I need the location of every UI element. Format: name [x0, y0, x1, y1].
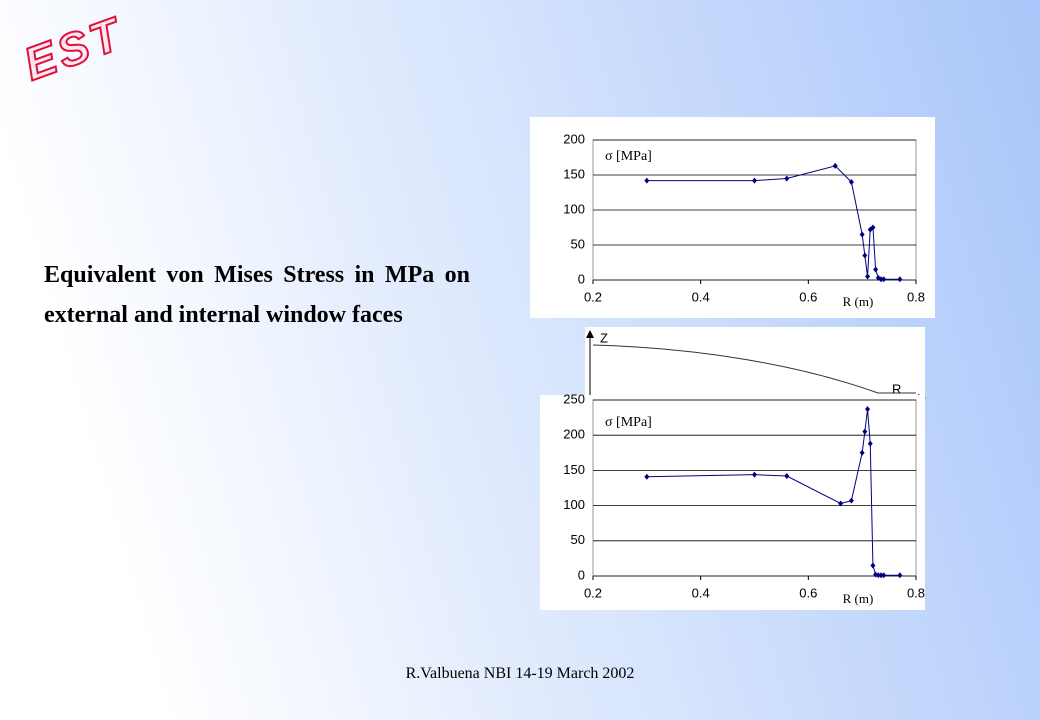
- data-point: [862, 428, 868, 435]
- data-point: [881, 276, 887, 283]
- data-point: [865, 273, 871, 280]
- data-point: [644, 473, 650, 480]
- data-point: [865, 406, 871, 413]
- x-tick-label: 0.6: [799, 289, 817, 304]
- x-axis-label: R (m): [843, 591, 874, 606]
- data-point: [897, 572, 903, 579]
- data-point: [870, 224, 876, 231]
- y-axis-label: σ [MPa]: [605, 415, 652, 430]
- data-point: [859, 449, 865, 456]
- x-tick-label: 0.2: [584, 289, 602, 304]
- y-label-bg: [597, 146, 675, 168]
- data-point: [752, 177, 757, 184]
- data-point: [848, 179, 854, 185]
- y-tick-label: 200: [563, 131, 585, 146]
- y-tick-label: 50: [571, 532, 585, 547]
- y-tick-label: 200: [563, 427, 585, 442]
- data-point: [752, 471, 757, 478]
- y-tick-label: 50: [571, 236, 585, 251]
- x-tick-label: 0.4: [692, 289, 710, 304]
- z-arrow: [586, 330, 594, 338]
- y-tick-label: 100: [563, 201, 585, 216]
- data-point: [832, 162, 838, 169]
- x-tick-label: 0.6: [799, 585, 817, 600]
- chart-top: 0 50 100 150 200 0.2 0.4 0.6 0.8 σ [MPa] R (m): [530, 117, 935, 318]
- data-point: [784, 175, 790, 182]
- x-axis-label: R (m): [843, 294, 874, 309]
- data-point: [784, 473, 790, 480]
- y-tick-label: 250: [563, 391, 585, 406]
- data-point: [878, 572, 884, 579]
- y-tick-label: 150: [563, 462, 585, 477]
- z-label: Z: [600, 330, 608, 345]
- x-tick-label: 0.2: [584, 585, 602, 600]
- profile-curve: [592, 344, 916, 394]
- y-tick-label: 150: [563, 166, 585, 181]
- data-point: [848, 497, 854, 504]
- data-point: [867, 440, 873, 447]
- footer: R.Valbuena NBI 14-19 March 2002: [405, 665, 635, 682]
- data-point: [875, 572, 881, 579]
- x-tick-label: 0.4: [692, 585, 710, 600]
- y-tick-label: 0: [578, 567, 585, 582]
- data-point: [870, 562, 876, 569]
- body-text: Equivalent von Mises Stress in MPa on ex…: [44, 262, 470, 328]
- x-tick-label: 0.8: [907, 289, 925, 304]
- data-point: [873, 266, 879, 273]
- r-label: R: [892, 381, 901, 396]
- x-tick-label: 0.8: [907, 585, 925, 600]
- y-axis-label: σ [MPa]: [605, 149, 652, 164]
- data-point: [881, 572, 887, 579]
- chart-box: [530, 117, 935, 318]
- y-tick-label: 100: [563, 497, 585, 512]
- chart-bottom: 0 50 100 150 200 250 0.2 0.4 0.6 0.8 σ [MPa] R (m): [540, 391, 925, 610]
- data-point: [838, 500, 844, 507]
- data-point: [859, 231, 865, 238]
- data-point: [644, 177, 650, 184]
- y-tick-label: 0: [578, 271, 585, 286]
- data-point: [878, 276, 884, 283]
- data-point: [862, 252, 868, 259]
- data-point: [897, 276, 903, 283]
- y-label-bg: [597, 412, 675, 434]
